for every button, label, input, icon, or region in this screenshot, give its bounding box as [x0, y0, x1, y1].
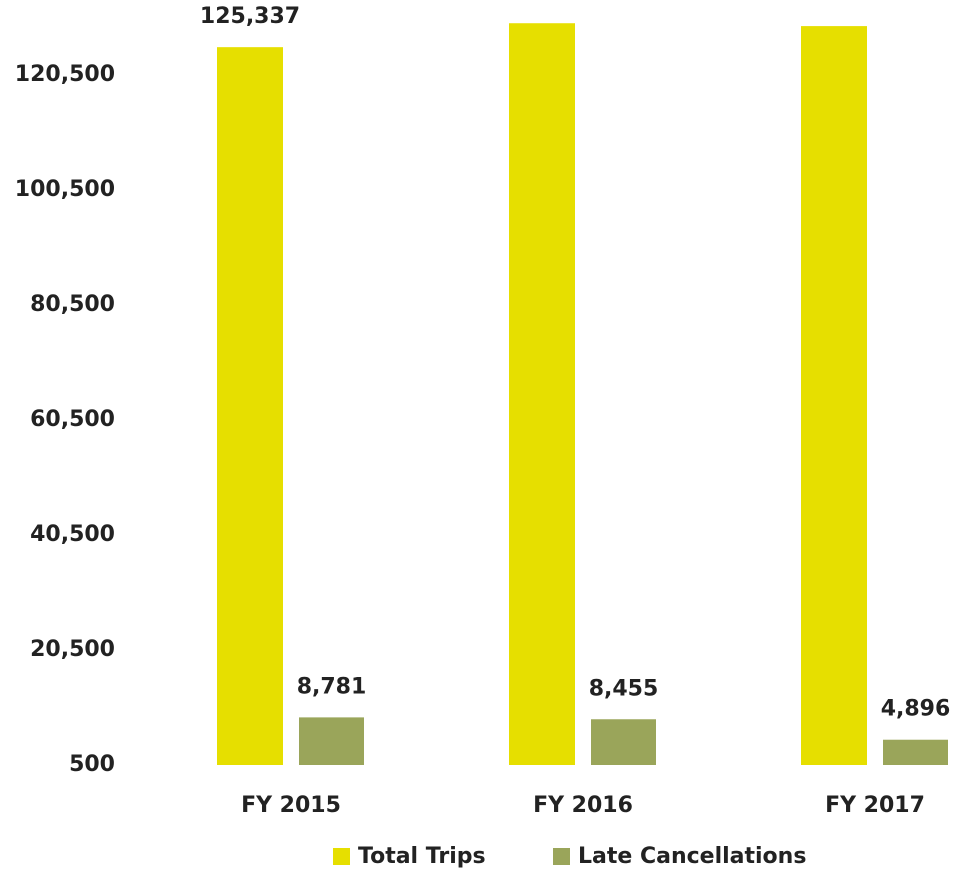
data-label: 8,781: [297, 674, 367, 699]
y-tick-label: 60,500: [30, 407, 115, 432]
x-tick-label: FY 2015: [241, 793, 341, 818]
y-tick-label: 120,500: [15, 62, 115, 87]
bar: [801, 26, 867, 765]
legend-label: Late Cancellations: [578, 844, 806, 869]
x-tick-label: FY 2017: [825, 793, 925, 818]
y-tick-label: 40,500: [30, 522, 115, 547]
bar: [217, 47, 283, 766]
legend-label: Total Trips: [358, 844, 486, 869]
data-label: 4,896: [881, 697, 951, 722]
y-tick-label: 20,500: [30, 637, 115, 662]
legend-swatch: [553, 848, 570, 865]
y-tick-label: 500: [69, 752, 115, 777]
bar: [299, 717, 364, 765]
bar: [509, 23, 575, 766]
x-tick-label: FY 2016: [533, 793, 633, 818]
bar: [883, 739, 948, 765]
y-tick-label: 100,500: [15, 177, 115, 202]
data-label: 125,337: [200, 4, 300, 29]
bar: [591, 719, 656, 765]
legend-swatch: [333, 848, 350, 865]
y-tick-label: 80,500: [30, 292, 115, 317]
data-label: 8,455: [589, 676, 659, 701]
